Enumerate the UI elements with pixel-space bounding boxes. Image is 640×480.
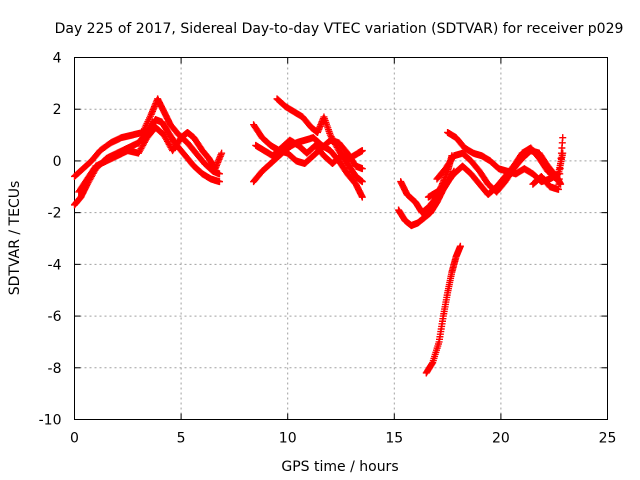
y-tick-label: -2 bbox=[48, 206, 62, 222]
data-point bbox=[358, 165, 366, 173]
y-tick-label: -6 bbox=[48, 309, 62, 325]
x-axis-label: GPS time / hours bbox=[281, 459, 398, 475]
y-tick-label: -8 bbox=[48, 361, 62, 377]
data-point bbox=[559, 134, 567, 142]
y-axis-label: SDTVAR / TECUs bbox=[7, 181, 23, 296]
data-point bbox=[215, 170, 223, 178]
y-tick-label: 2 bbox=[53, 102, 62, 118]
data-point bbox=[358, 193, 366, 201]
data-point bbox=[358, 178, 366, 186]
plot-frame bbox=[74, 57, 608, 420]
x-tick-label: 10 bbox=[279, 431, 297, 447]
x-tick-label: 5 bbox=[177, 431, 186, 447]
y-tick-label: -4 bbox=[48, 257, 62, 273]
data-point bbox=[358, 147, 366, 155]
data-points bbox=[71, 95, 567, 377]
data-point bbox=[456, 242, 464, 250]
y-tick-label: 4 bbox=[53, 51, 62, 67]
x-tick-label: 15 bbox=[385, 431, 403, 447]
y-tick-label: 0 bbox=[53, 154, 62, 170]
x-tick-label: 0 bbox=[70, 431, 79, 447]
x-tick-labels: 0 5 10 15 20 25 bbox=[70, 431, 616, 447]
y-tick-label: -10 bbox=[39, 413, 62, 429]
data-point bbox=[551, 174, 559, 182]
y-tick-labels: 4 2 0 -2 -4 -6 -8 -10 bbox=[39, 51, 62, 429]
x-tick-label: 25 bbox=[599, 431, 617, 447]
data-point bbox=[215, 178, 223, 186]
chart-title: Day 225 of 2017, Sidereal Day-to-day VTE… bbox=[55, 21, 624, 37]
data-point bbox=[218, 149, 226, 157]
x-tick-label: 20 bbox=[492, 431, 510, 447]
